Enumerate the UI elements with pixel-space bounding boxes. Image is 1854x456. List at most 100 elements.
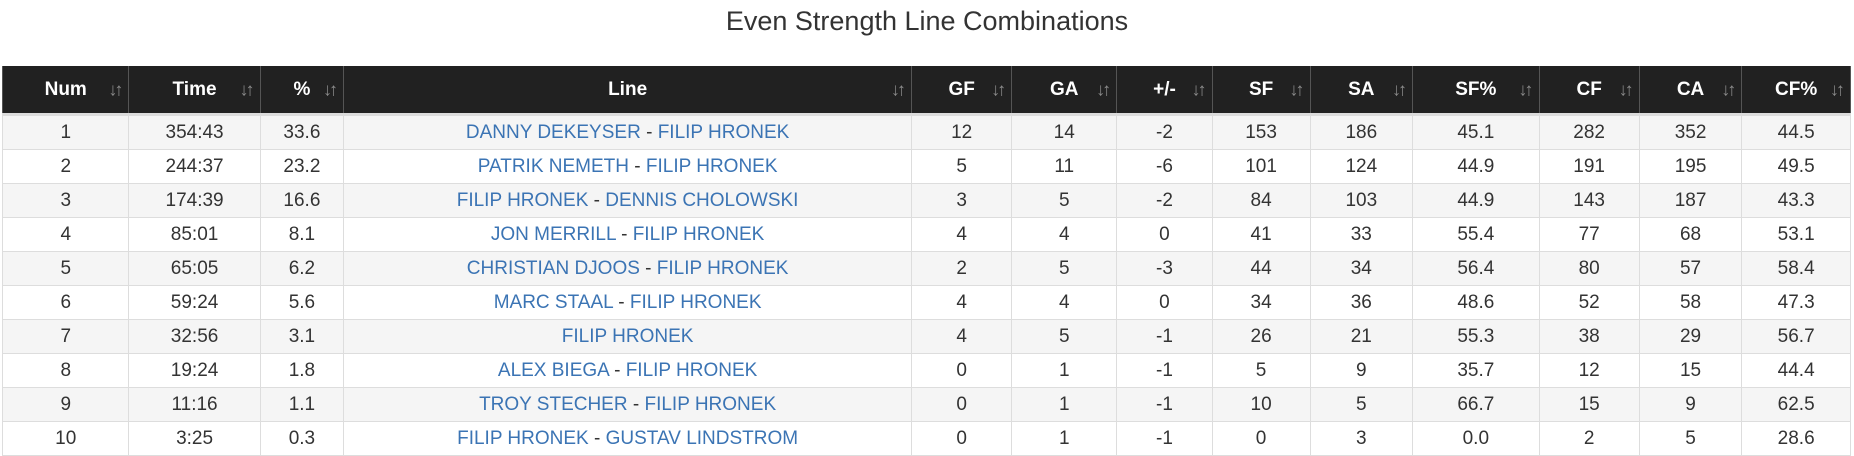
cell-cfp: 58.4 [1741,251,1851,286]
player-link[interactable]: PATRIK NEMETH [477,155,629,177]
column-header-label: CA [1676,78,1705,100]
player-separator: - [588,427,606,449]
sort-arrows-icon[interactable]: ↓↑ [1518,79,1534,99]
sort-arrows-icon[interactable]: ↓↑ [1191,79,1207,99]
column-header-ga[interactable]: GA ↓↑ [1011,66,1118,115]
column-header-line[interactable]: Line ↓↑ [343,66,913,115]
player-link[interactable]: FILIP HRONEK [632,223,765,245]
player-link[interactable]: DENNIS CHOLOWSKI [605,189,799,211]
cell-pm: 0 [1116,285,1213,320]
player-link[interactable]: FILIP HRONEK [456,189,589,211]
cell-num: 3 [1,183,130,218]
cell-cf: 191 [1538,149,1640,184]
column-header-sf[interactable]: SF ↓↑ [1211,66,1311,115]
cell-cf: 143 [1538,183,1640,218]
cell-ga: 5 [1011,319,1118,354]
cell-sfp: 44.9 [1412,183,1540,218]
player-link[interactable]: ALEX BIEGA [497,359,609,381]
sort-arrows-icon[interactable]: ↓↑ [991,79,1006,99]
cell-pm: -1 [1116,421,1213,456]
player-link[interactable]: CHRISTIAN DJOOS [466,257,640,279]
cell-time: 354:43 [128,113,261,150]
cell-gf: 0 [911,353,1013,388]
player-link[interactable]: FILIP HRONEK [656,257,789,279]
player-link[interactable]: DANNY DEKEYSER [465,121,641,143]
page-title: Even Strength Line Combinations [725,6,1129,36]
cell-line: CHRISTIAN DJOOS - FILIP HRONEK [343,251,913,286]
cell-num: 1 [1,113,130,150]
player-link[interactable]: FILIP HRONEK [645,155,778,177]
cell-time: 65:05 [128,251,261,286]
sort-arrows-icon[interactable]: ↓↑ [323,79,338,99]
cell-sf: 44 [1211,251,1311,286]
cell-pct: 23.2 [259,149,345,184]
cell-ca: 68 [1638,217,1743,252]
column-header-num[interactable]: Num ↓↑ [1,66,130,115]
cell-cf: 15 [1538,387,1640,422]
cell-ga: 11 [1011,149,1118,184]
sort-arrows-icon[interactable]: ↓↑ [1096,79,1111,99]
sort-arrows-icon[interactable]: ↓↑ [1830,79,1845,99]
cell-gf: 12 [911,113,1013,150]
cell-ga: 4 [1011,217,1118,252]
cell-cfp: 43.3 [1741,183,1851,218]
player-separator: - [627,393,645,415]
player-link[interactable]: TROY STECHER [479,393,628,415]
cell-sa: 21 [1309,319,1414,354]
cell-pm: -1 [1116,353,1213,388]
player-link[interactable]: FILIP HRONEK [625,359,758,381]
sort-arrows-icon[interactable]: ↓↑ [239,79,255,99]
column-header-pm[interactable]: +/- ↓↑ [1116,66,1213,115]
header-row: Num ↓↑ Time ↓↑% ↓↑ Line ↓↑ GF ↓↑ GA ↓↑ +/- ↓↑ SF ↓↑ SA ↓… [1,66,1851,115]
column-header-sa[interactable]: SA ↓↑ [1309,66,1414,115]
cell-cf: 38 [1538,319,1640,354]
cell-ca: 57 [1638,251,1743,286]
sort-arrows-icon[interactable]: ↓↑ [891,79,906,99]
player-link[interactable]: MARC STAAL [493,291,613,313]
column-header-label: CF% [1775,78,1818,100]
column-header-gf[interactable]: GF ↓↑ [911,66,1013,115]
column-header-label: Time [172,78,217,100]
cell-ca: 195 [1638,149,1743,184]
cell-num: 8 [1,353,130,388]
cell-sf: 84 [1211,183,1311,218]
player-link[interactable]: FILIP HRONEK [457,427,589,449]
column-header-time[interactable]: Time ↓↑ [128,66,261,115]
sort-arrows-icon[interactable]: ↓↑ [1289,79,1305,99]
cell-pm: -3 [1116,251,1213,286]
cell-pct: 1.1 [259,387,345,422]
column-header-pct[interactable]: % ↓↑ [259,66,345,115]
column-header-sfp[interactable]: SF% ↓↑ [1412,66,1540,115]
cell-pct: 33.6 [259,113,345,150]
player-link[interactable]: FILIP HRONEK [629,291,762,313]
cell-ga: 14 [1011,113,1118,150]
column-header-ca[interactable]: CA ↓↑ [1638,66,1743,115]
sort-arrows-icon[interactable]: ↓↑ [108,79,123,99]
cell-sfp: 44.9 [1412,149,1540,184]
player-link[interactable]: FILIP HRONEK [657,121,790,143]
player-link[interactable]: GUSTAV LINDSTROM [605,427,799,449]
cell-gf: 3 [911,183,1013,218]
cell-sa: 186 [1309,113,1414,150]
cell-gf: 2 [911,251,1013,286]
column-header-cfp[interactable]: CF% ↓↑ [1741,66,1851,115]
cell-sf: 34 [1211,285,1311,320]
column-header-cf[interactable]: CF ↓↑ [1538,66,1640,115]
cell-ga: 1 [1011,353,1118,388]
sort-arrows-icon[interactable]: ↓↑ [1618,79,1634,99]
player-link[interactable]: JON MERRILL [490,223,616,245]
cell-gf: 4 [911,217,1013,252]
cell-time: 85:01 [128,217,261,252]
cell-sfp: 48.6 [1412,285,1540,320]
cell-sa: 36 [1309,285,1414,320]
cell-cfp: 53.1 [1741,217,1851,252]
player-link[interactable]: FILIP HRONEK [561,325,694,347]
player-link[interactable]: FILIP HRONEK [644,393,777,415]
cell-sa: 9 [1309,353,1414,388]
cell-pm: -1 [1116,319,1213,354]
cell-sfp: 0.0 [1412,421,1540,456]
sort-arrows-icon[interactable]: ↓↑ [1392,79,1407,99]
player-separator: - [640,121,658,143]
cell-gf: 0 [911,421,1013,456]
sort-arrows-icon[interactable]: ↓↑ [1721,79,1736,99]
